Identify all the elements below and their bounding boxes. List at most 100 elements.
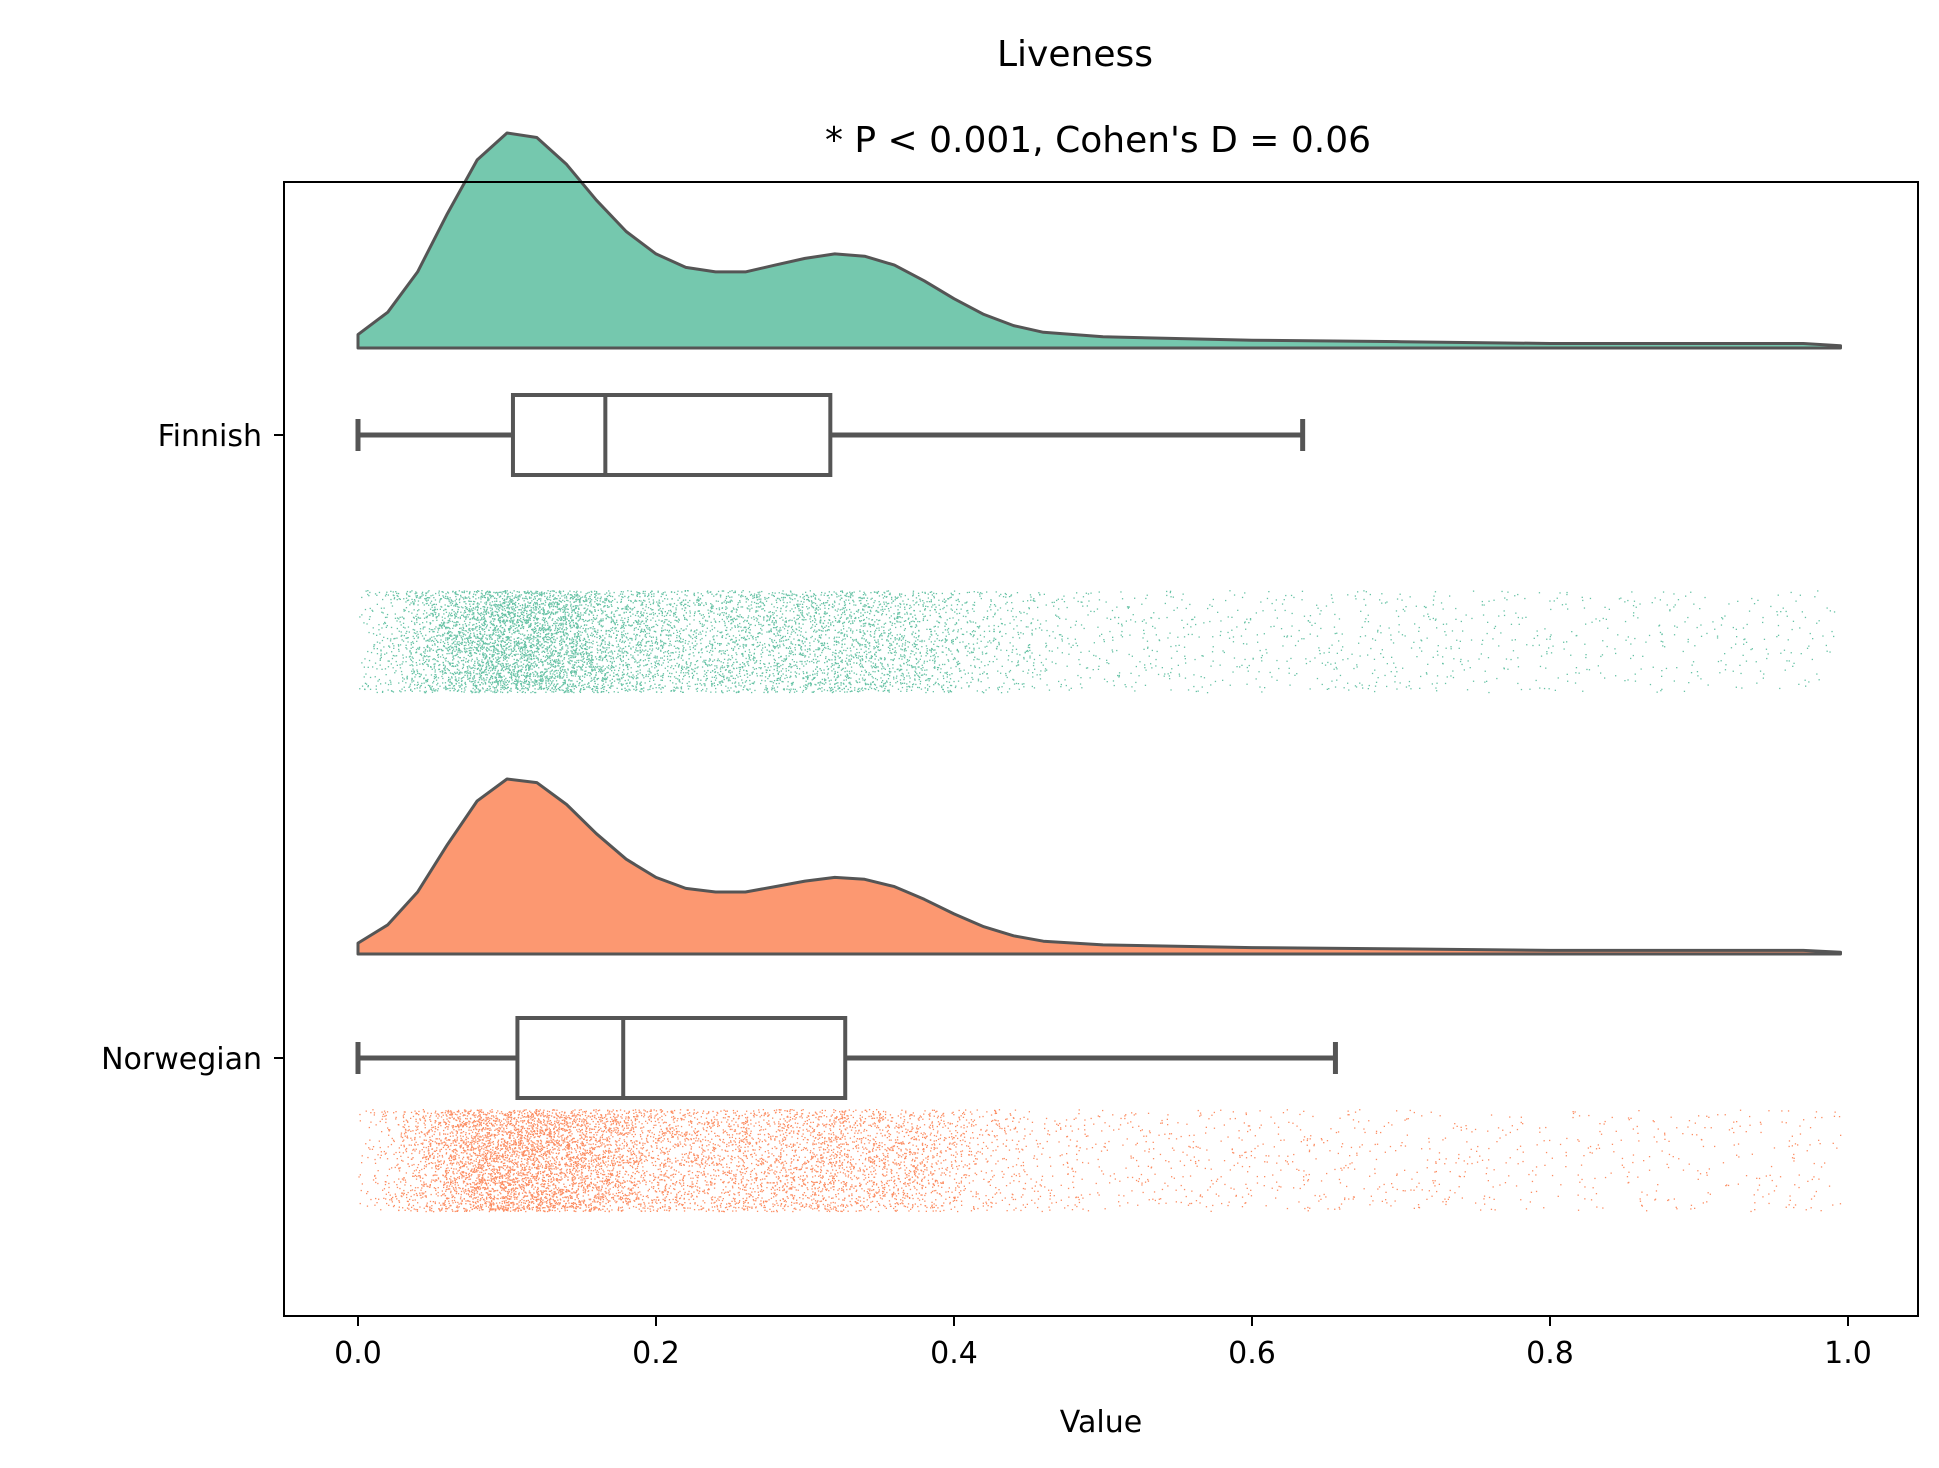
rain-point xyxy=(659,607,661,610)
rain-point xyxy=(782,660,785,662)
rain-point xyxy=(489,607,491,609)
rain-point xyxy=(451,620,454,623)
rain-point xyxy=(926,660,928,663)
rain-point xyxy=(1339,674,1342,677)
rain-point xyxy=(399,664,401,666)
rain-point xyxy=(820,669,822,672)
rain-point xyxy=(913,604,915,606)
rain-point xyxy=(911,633,913,635)
rain-point xyxy=(1293,596,1295,599)
rain-point xyxy=(846,676,848,679)
rain-point xyxy=(1395,610,1398,612)
rain-point xyxy=(1565,603,1567,605)
rain-point xyxy=(528,592,530,594)
rain-point xyxy=(1211,605,1213,607)
rain-point xyxy=(1010,610,1013,612)
rain-point xyxy=(485,668,488,670)
rain-point xyxy=(760,682,762,685)
rain-point xyxy=(654,657,657,659)
rain-point xyxy=(503,688,505,691)
rain-point xyxy=(864,678,866,681)
rain-point xyxy=(519,653,522,656)
rain-point xyxy=(1585,656,1587,659)
rain-point xyxy=(560,641,563,644)
rain-point xyxy=(692,674,695,676)
rain-point xyxy=(466,590,468,593)
rain-point xyxy=(1388,627,1390,629)
rain-point xyxy=(894,623,896,625)
rain-point xyxy=(581,685,583,687)
rain-point xyxy=(559,660,561,662)
rain-point xyxy=(530,633,532,636)
rain-point xyxy=(1017,633,1020,636)
rain-point xyxy=(575,644,577,646)
rain-point xyxy=(535,608,537,610)
rain-point xyxy=(818,647,820,649)
rain-point xyxy=(711,646,713,648)
rain-point xyxy=(932,659,934,662)
rain-point xyxy=(490,612,493,614)
rain-point xyxy=(882,680,884,682)
rain-point xyxy=(1526,644,1528,646)
rain-point xyxy=(432,612,434,615)
rain-point xyxy=(501,593,503,595)
rain-point xyxy=(622,620,624,622)
rain-point xyxy=(1039,678,1042,680)
rain-point xyxy=(672,682,674,684)
rain-point xyxy=(662,646,664,648)
rain-point xyxy=(727,666,729,668)
rain-point xyxy=(456,613,458,615)
rain-point xyxy=(941,592,943,595)
rain-point xyxy=(464,601,466,603)
rain-point xyxy=(862,597,864,599)
rain-point xyxy=(465,670,467,673)
rain-point xyxy=(509,676,511,678)
rain-point xyxy=(785,658,787,661)
rain-point xyxy=(367,685,369,687)
rain-point xyxy=(547,678,550,681)
rain-point xyxy=(680,687,682,689)
rain-point xyxy=(1286,635,1289,637)
rain-point xyxy=(751,682,753,684)
rain-point xyxy=(859,645,861,647)
rain-point xyxy=(692,634,695,636)
rain-point xyxy=(731,682,734,684)
rain-point xyxy=(433,640,435,643)
rain-point xyxy=(399,644,402,646)
rain-point xyxy=(458,650,460,652)
rain-point xyxy=(865,644,867,646)
rain-point xyxy=(739,614,741,616)
rain-point xyxy=(869,625,871,628)
rain-point xyxy=(562,590,565,592)
rain-point xyxy=(535,637,537,639)
rain-point xyxy=(905,650,907,652)
rain-point xyxy=(461,641,463,644)
rain-point xyxy=(711,647,713,650)
rain-point xyxy=(454,688,456,691)
rain-point xyxy=(619,663,621,666)
rain-point xyxy=(513,638,515,640)
rain-point xyxy=(865,639,867,641)
rain-point xyxy=(779,634,782,637)
rain-point xyxy=(726,607,728,609)
rain-point xyxy=(654,673,656,676)
rain-point xyxy=(677,647,679,649)
rain-point xyxy=(908,617,910,619)
rain-point xyxy=(591,656,593,659)
rain-point xyxy=(919,672,921,674)
rain-point xyxy=(678,656,680,658)
rain-point xyxy=(801,640,803,642)
rain-point xyxy=(852,630,854,632)
rain-point xyxy=(813,602,815,604)
rain-point xyxy=(808,612,810,614)
rain-point xyxy=(759,662,761,665)
rain-point xyxy=(706,675,708,677)
rain-point xyxy=(445,608,447,611)
rain-point xyxy=(878,601,880,603)
rain-point xyxy=(544,668,546,670)
rain-point xyxy=(817,682,819,684)
rain-point xyxy=(613,591,615,594)
rain-point xyxy=(750,634,752,637)
rain-point xyxy=(729,601,731,604)
rain-point xyxy=(973,591,975,593)
